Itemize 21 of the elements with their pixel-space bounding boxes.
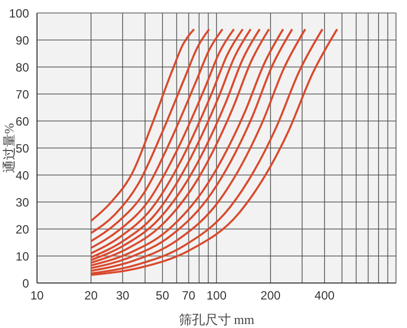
y-tick-label: 10	[16, 249, 30, 264]
y-tick-label: 30	[16, 195, 30, 210]
x-tick-label: 10	[30, 288, 44, 303]
x-tick-label: 400	[314, 288, 335, 303]
x-tick-label: 200	[260, 288, 281, 303]
y-tick-label: 100	[8, 6, 30, 20]
x-axis-title: 筛孔尺寸 mm	[178, 312, 254, 327]
x-tick-label: 30	[116, 288, 130, 303]
y-tick-label: 20	[16, 222, 30, 236]
x-tick-label: 70	[182, 288, 196, 303]
y-tick-label: 60	[16, 114, 30, 128]
y-axis-title: 通过量%	[2, 122, 17, 173]
x-tick-label: 100	[206, 288, 227, 303]
x-tick-label: 20	[84, 288, 98, 303]
y-tick-label: 80	[16, 60, 30, 74]
x-tick-label: 50	[156, 288, 170, 303]
y-tick-label: 50	[16, 141, 30, 156]
y-tick-label: 40	[16, 168, 30, 182]
y-tick-label: 0	[22, 276, 30, 290]
y-tick-label: 90	[16, 33, 30, 48]
y-tick-label: 70	[16, 87, 30, 102]
